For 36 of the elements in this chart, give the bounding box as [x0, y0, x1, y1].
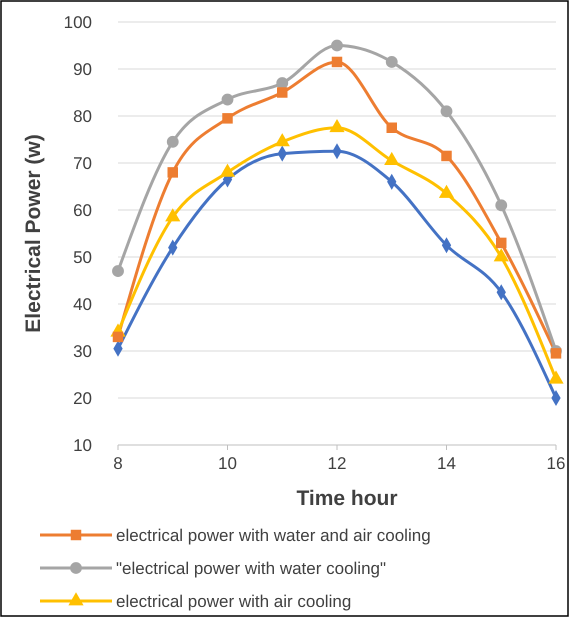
point [222, 113, 233, 124]
y-tick-label: 100 [64, 12, 92, 32]
point [277, 87, 288, 98]
point [495, 199, 508, 212]
y-tick-label: 40 [73, 294, 92, 314]
x-tick-label: 8 [113, 454, 123, 473]
x-tick-label: 14 [437, 454, 456, 473]
point [440, 105, 452, 118]
point [112, 265, 124, 278]
legend-label: electrical power with air cooling [116, 592, 352, 611]
y-tick-label: 90 [73, 60, 92, 79]
y-axis-title: Electrical Power (w) [22, 134, 45, 333]
y-tick-label: 80 [73, 106, 92, 126]
point [332, 56, 342, 68]
y-tick-label: 50 [73, 248, 92, 267]
y-tick-label: 30 [73, 342, 92, 361]
point [550, 348, 562, 359]
y-tick-label: 70 [73, 154, 92, 173]
point [386, 122, 397, 133]
point [168, 167, 178, 178]
x-tick-label: 16 [546, 454, 566, 473]
point [331, 40, 343, 52]
point [112, 332, 124, 342]
x-tick-label: 12 [328, 454, 346, 473]
y-tick-label: 20 [73, 388, 92, 408]
y-tick-label: 10 [73, 436, 92, 455]
point [386, 56, 398, 68]
x-tick-label: 10 [218, 454, 237, 473]
legend-label: electrical power with water and air cooling [116, 526, 431, 545]
point [222, 94, 234, 106]
point [496, 238, 506, 248]
point [441, 150, 452, 162]
y-tick-label: 60 [73, 200, 92, 220]
legend-label: "electrical power with water cooling" [116, 558, 386, 578]
point [166, 136, 179, 148]
x-axis-title: Time hour [296, 487, 398, 510]
